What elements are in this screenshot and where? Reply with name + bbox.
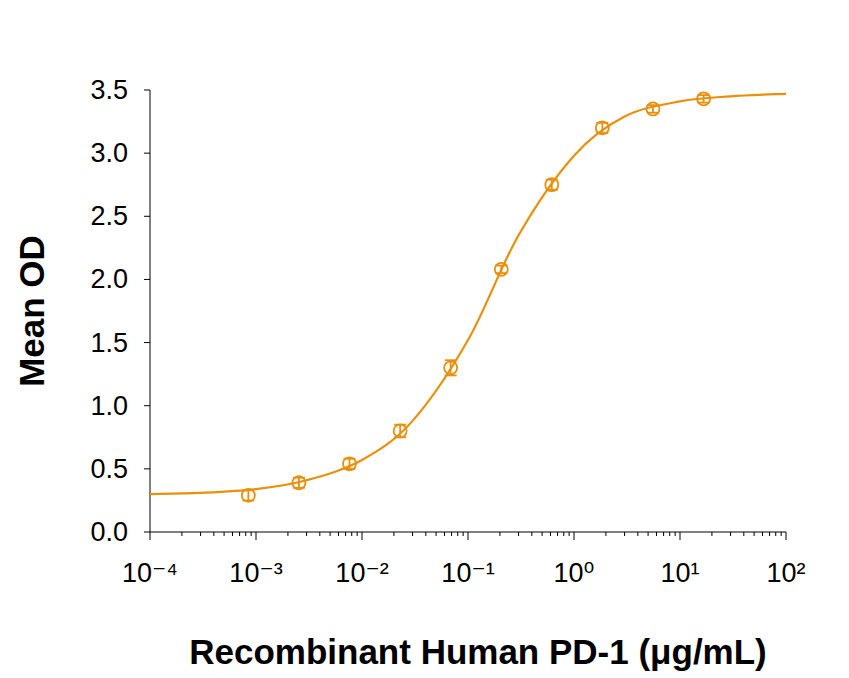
y-tick [144,216,150,217]
x-tick-label: 10⁻¹ [441,558,494,588]
x-tick [256,532,257,540]
error-stem [247,490,249,500]
y-tick [144,468,150,469]
chart: 0.0 0.5 1.0 1.5 2.0 2.5 3.0 3.5 10⁻⁴ 10⁻³ 10⁻² 10⁻¹… [0,0,849,678]
x-tick-label: 10⁰ [554,558,595,588]
x-minor-tick [775,532,776,536]
x-minor-tick [542,532,543,536]
x-minor-tick [557,532,558,536]
x-tick-label: 10¹ [660,558,699,588]
x-minor-tick [637,532,638,536]
y-tick-label: 2.5 [90,201,128,231]
x-minor-tick [357,532,358,536]
y-tick-label: 3.0 [90,138,128,168]
y-tick [144,279,150,280]
x-minor-tick [239,532,240,536]
x-minor-tick [656,532,657,536]
x-minor-tick [338,532,339,536]
x-minor-tick [648,532,649,536]
x-tick-label: 10⁻⁴ [122,558,178,588]
x-minor-tick [550,532,551,536]
y-axis [150,90,151,532]
x-tick [574,532,575,540]
x-minor-tick [711,532,712,536]
x-minor-tick [200,532,201,536]
x-minor-tick [351,532,352,536]
x-minor-tick [306,532,307,536]
data-point [394,424,407,437]
x-minor-tick [224,532,225,536]
data-point [646,102,659,115]
x-minor-tick [675,532,676,536]
x-minor-tick [762,532,763,536]
x-minor-tick [393,532,394,536]
x-minor-tick [232,532,233,536]
x-minor-tick [319,532,320,536]
y-tick [144,90,150,91]
y-tick-label: 1.5 [90,328,128,358]
y-tick-label: 0.0 [90,517,128,547]
x-minor-tick [499,532,500,536]
x-minor-tick [563,532,564,536]
y-tick-label: 3.5 [90,75,128,105]
y-tick-label: 0.5 [90,454,128,484]
x-minor-tick [730,532,731,536]
y-tick [144,532,150,533]
x-minor-tick [245,532,246,536]
x-minor-tick [412,532,413,536]
x-minor-tick [743,532,744,536]
x-tick-label: 10² [766,558,805,588]
x-minor-tick [518,532,519,536]
x-minor-tick [457,532,458,536]
x-minor-tick [444,532,445,536]
fit-line [150,94,786,494]
x-tick [786,532,787,540]
x-tick-label: 10⁻³ [229,558,282,588]
x-minor-tick [345,532,346,536]
x-axis-title: Recombinant Human PD-1 (μg/mL) [189,632,767,671]
x-minor-tick [181,532,182,536]
x-minor-tick [663,532,664,536]
x-minor-tick [569,532,570,536]
x-tick [468,532,469,540]
x-tick [362,532,363,540]
x-minor-tick [605,532,606,536]
x-minor-tick [624,532,625,536]
x-minor-tick [436,532,437,536]
x-minor-tick [213,532,214,536]
y-tick [144,405,150,406]
x-minor-tick [531,532,532,536]
plot-area [150,92,786,502]
x-minor-tick [287,532,288,536]
y-tick [144,153,150,154]
x-minor-tick [769,532,770,536]
x-minor-tick [330,532,331,536]
x-tick [680,532,681,540]
y-axis-title: Mean OD [12,235,51,387]
x-minor-tick [425,532,426,536]
x-minor-tick [781,532,782,536]
x-minor-tick [463,532,464,536]
y-tick-label: 2.0 [90,264,128,294]
error-bar [242,490,254,500]
x-minor-tick [251,532,252,536]
y-tick [144,342,150,343]
x-tick-label: 10⁻² [335,558,388,588]
x-minor-tick [754,532,755,536]
x-minor-tick [669,532,670,536]
x-minor-tick [451,532,452,536]
y-tick-label: 1.0 [90,391,128,421]
x-tick [150,532,151,540]
